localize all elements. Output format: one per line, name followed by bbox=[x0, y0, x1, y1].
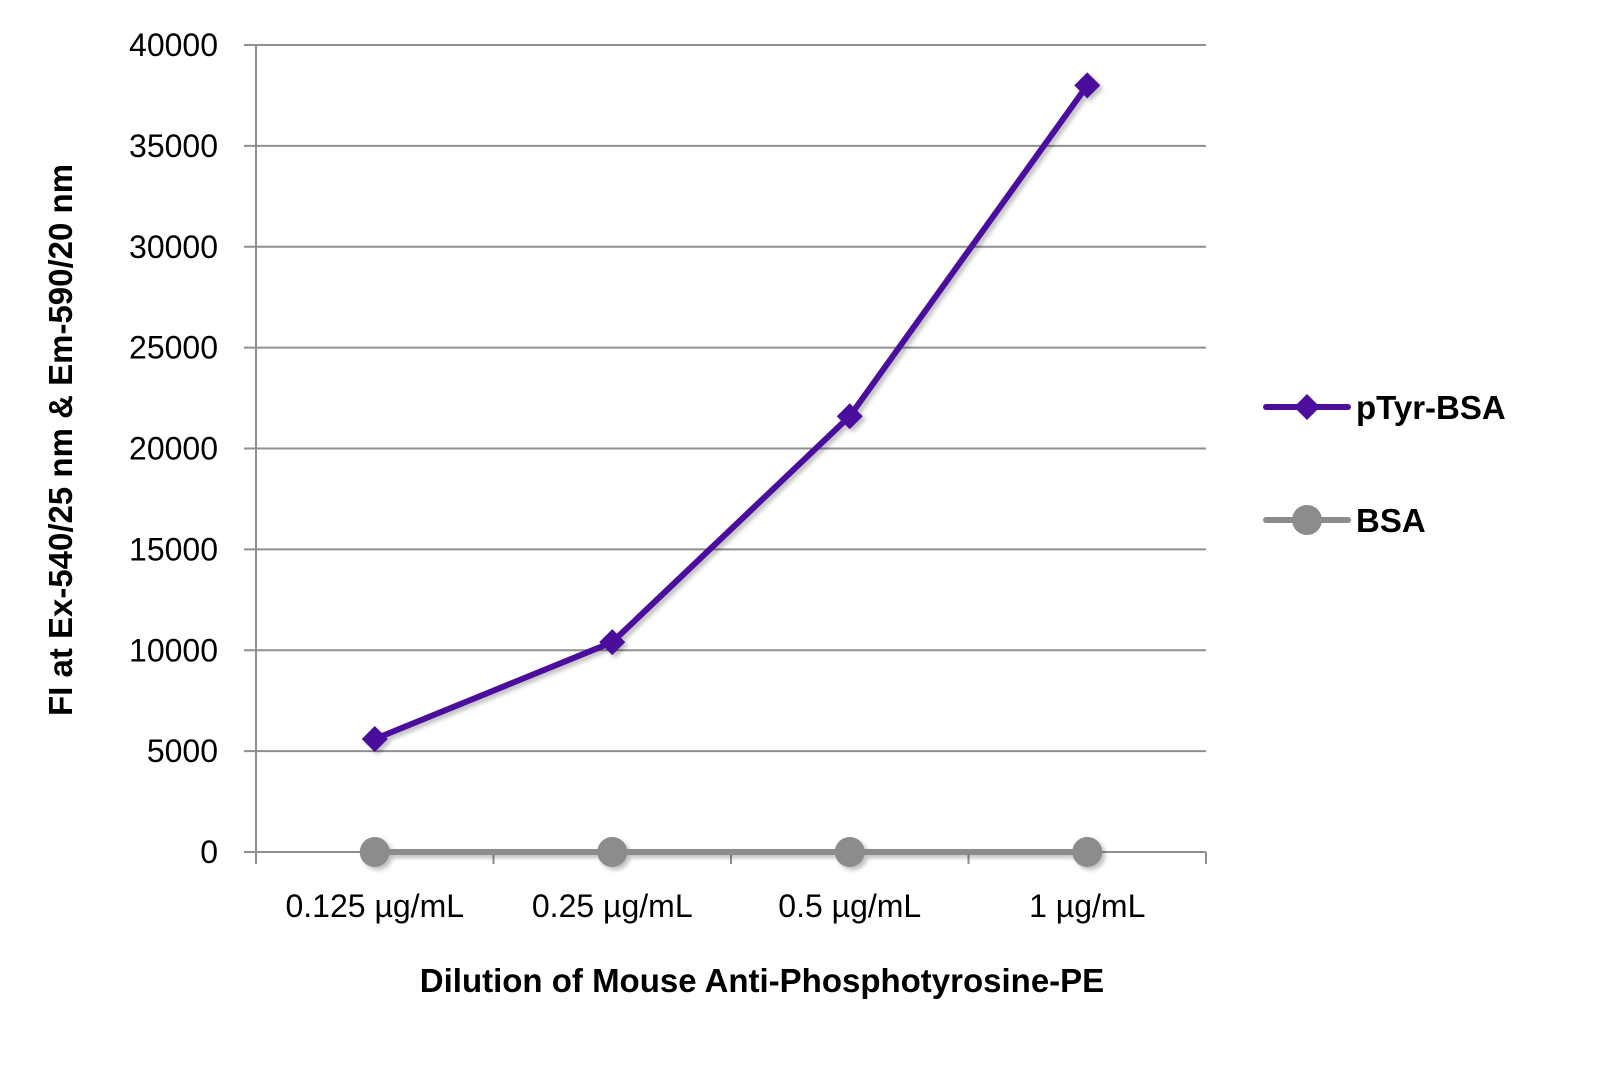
x-tick-label: 0.25 µg/mL bbox=[532, 888, 693, 924]
y-tick-label: 5000 bbox=[147, 733, 218, 769]
y-tick-label: 20000 bbox=[129, 431, 218, 467]
x-axis-title: Dilution of Mouse Anti-Phosphotyrosine-P… bbox=[420, 962, 1104, 999]
y-axis-title: FI at Ex-540/25 nm & Em-590/20 nm bbox=[42, 164, 79, 716]
data-point bbox=[1072, 837, 1103, 867]
legend-label: pTyr-BSA bbox=[1356, 389, 1506, 426]
series-line bbox=[371, 82, 1091, 743]
legend-label: BSA bbox=[1356, 502, 1426, 539]
data-point bbox=[834, 837, 865, 867]
x-tick-label: 0.125 µg/mL bbox=[285, 888, 464, 924]
gridlines bbox=[256, 44, 1206, 753]
data-point bbox=[1074, 72, 1101, 99]
data-point bbox=[359, 837, 390, 867]
y-tick-label: 0 bbox=[200, 834, 218, 870]
legend-entry: pTyr-BSA bbox=[1263, 389, 1506, 426]
y-tick-label: 15000 bbox=[129, 531, 218, 567]
series-ptyr-bsa bbox=[361, 72, 1101, 753]
legend-swatch-marker bbox=[1294, 394, 1320, 420]
x-tick-label: 0.5 µg/mL bbox=[778, 888, 921, 924]
legend: pTyr-BSA BSA bbox=[1263, 389, 1506, 539]
data-point bbox=[836, 403, 863, 430]
data-point bbox=[599, 629, 626, 656]
y-tick-label: 30000 bbox=[129, 229, 218, 265]
y-tick-label: 35000 bbox=[129, 128, 218, 164]
axes: 0 5000 10000 15000 20000 25000 30000 35000 40000… bbox=[129, 27, 1207, 924]
series bbox=[359, 72, 1103, 867]
y-tick-label: 40000 bbox=[129, 27, 218, 63]
x-tick-label: 1 µg/mL bbox=[1029, 888, 1145, 924]
legend-swatch-marker bbox=[1292, 505, 1322, 535]
y-tick-label: 25000 bbox=[129, 330, 218, 366]
y-tick-label: 10000 bbox=[129, 632, 218, 668]
legend-entry: BSA bbox=[1263, 502, 1426, 539]
data-point bbox=[361, 726, 388, 753]
data-point bbox=[597, 837, 628, 867]
series-bsa bbox=[359, 837, 1103, 867]
